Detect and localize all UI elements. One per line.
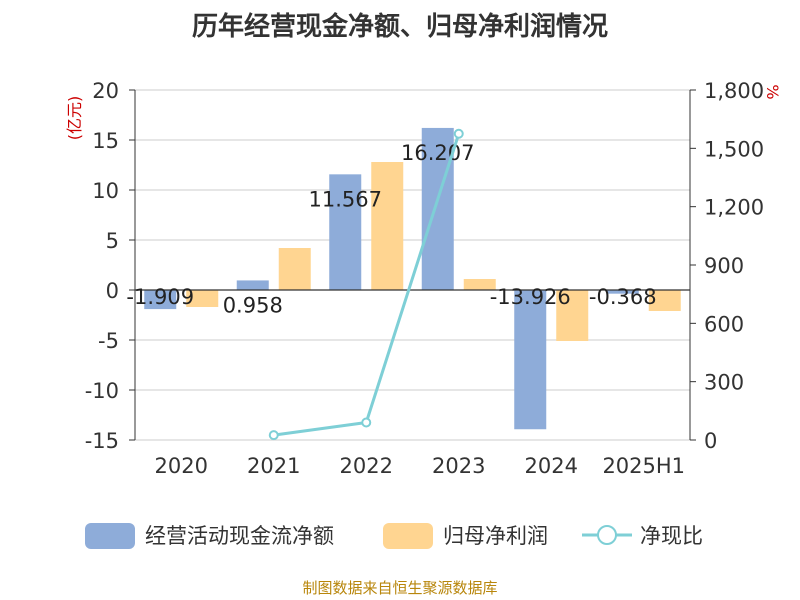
y-right-tick-label: 300 [704,371,744,395]
x-tick-label: 2024 [525,454,578,478]
bar-cash-flow [236,280,269,290]
x-tick-label: 2021 [247,454,300,478]
bar-cash-flow [421,127,454,291]
y-left-unit-label: (亿元) [65,96,84,141]
legend-label-ratio: 净现比 [640,524,703,548]
y-left-tick-label: -15 [85,429,119,453]
y-left-tick-label: 5 [106,229,119,253]
data-label-cash: -1.909 [126,285,194,309]
bar-cash-flow [144,290,177,310]
bar-net-profit [186,290,219,307]
y-right-tick-label: 1,800 [704,79,764,103]
y-right-tick-label: 1,500 [704,137,764,161]
y-left-tick-label: 15 [92,129,119,153]
y-left-tick-label: 20 [92,79,119,103]
bar-net-profit [278,248,311,290]
y-right-tick-label: 600 [704,312,744,336]
bar-net-profit [371,162,404,290]
x-tick-label: 2025H1 [602,454,685,478]
x-tick-label: 2020 [155,454,208,478]
y-left-tick-label: -5 [98,329,119,353]
bar-cash-flow [329,174,362,290]
point-ratio [453,128,464,139]
x-tick-label: 2022 [340,454,393,478]
legend-swatch-profit [383,523,433,549]
bar-cash-flow [606,290,639,294]
data-label-cash: -13.926 [490,285,571,309]
point-ratio [361,417,372,428]
data-label-cash: -0.368 [589,285,657,309]
y-left-tick-label: 10 [92,179,119,203]
y-right-tick-label: 1,200 [704,196,764,220]
bar-net-profit [648,290,681,311]
data-label-cash: 16.207 [401,141,474,165]
bar-net-profit [556,290,589,341]
data-label-cash: 0.958 [223,293,283,317]
y-right-unit-label: % [763,84,782,99]
y-right-tick-label: 0 [704,429,717,453]
y-left-tick-label: -10 [85,379,119,403]
legend-label-cash: 经营活动现金流净额 [145,524,334,548]
legend-label-profit: 归母净利润 [443,524,548,548]
y-right-tick-label: 900 [704,254,744,278]
legend-marker-ratio [597,525,617,545]
source-note: 制图数据来自恒生聚源数据库 [302,579,498,597]
data-label-cash: 11.567 [309,187,382,211]
chart-title: 历年经营现金净额、归母净利润情况 [191,12,608,42]
point-ratio [268,430,279,441]
x-tick-label: 2023 [432,454,485,478]
bar-cash-flow [514,290,547,430]
y-left-tick-label: 0 [106,279,119,303]
bar-net-profit [463,279,496,290]
legend-swatch-cash [85,523,135,549]
